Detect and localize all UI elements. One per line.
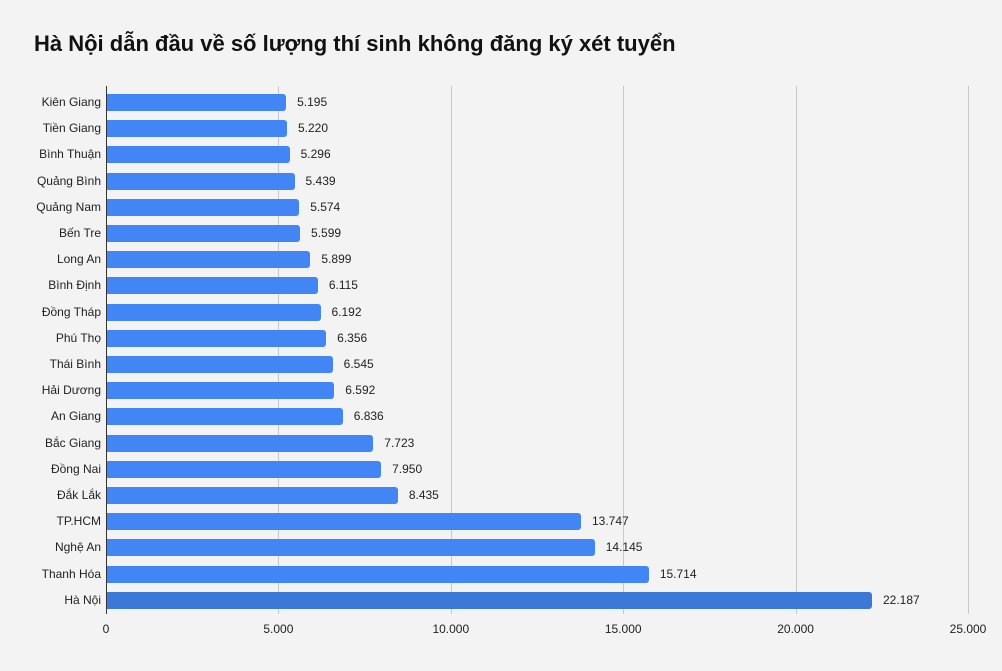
x-axis-tick-label: 25.000 bbox=[949, 622, 987, 636]
bar-row: Bình Thuận 5.296 bbox=[0, 146, 1002, 164]
x-axis-tick-label: 15.000 bbox=[604, 622, 642, 636]
y-axis-line bbox=[106, 86, 107, 614]
value-label: 6.592 bbox=[345, 383, 376, 398]
bar-row: Thanh Hóa 15.714 bbox=[0, 565, 1002, 583]
bar[interactable] bbox=[107, 434, 374, 452]
value-label: 6.192 bbox=[331, 304, 362, 319]
value-label: 6.115 bbox=[328, 278, 358, 293]
value-label: 8.435 bbox=[408, 488, 439, 502]
chart-title: Hà Nội dẫn đầu về số lượng thí sinh khôn… bbox=[34, 31, 676, 56]
gridline bbox=[968, 86, 969, 614]
category-label: Đồng Nai bbox=[50, 461, 101, 476]
value-label: 15.714 bbox=[659, 566, 697, 581]
category-label: Quảng Nam bbox=[36, 199, 101, 214]
bar[interactable] bbox=[107, 382, 335, 400]
x-axis-tick-label: 20.000 bbox=[777, 622, 814, 636]
bar[interactable] bbox=[107, 408, 343, 426]
value-label: 22.187 bbox=[883, 592, 920, 607]
bar[interactable] bbox=[107, 94, 287, 111]
value-label: 5.296 bbox=[300, 147, 331, 162]
category-label: Long An bbox=[56, 252, 101, 267]
category-label: Phú Thọ bbox=[55, 330, 101, 345]
bar-row: Kiên Giang 5.195 bbox=[0, 94, 1002, 111]
bar[interactable] bbox=[107, 460, 382, 478]
value-label: 5.195 bbox=[297, 95, 328, 109]
category-label: Bình Định bbox=[48, 278, 101, 293]
x-axis-tick-label: 10.000 bbox=[432, 622, 470, 636]
bar-row: Đồng Nai 7.950 bbox=[0, 460, 1002, 478]
value-label: 5.439 bbox=[305, 173, 336, 188]
bar[interactable] bbox=[107, 120, 287, 138]
category-label: Quảng Bình bbox=[36, 173, 101, 188]
category-label: Hà Nội bbox=[64, 592, 101, 607]
category-label: TP.HCM bbox=[56, 514, 101, 529]
category-label: Hải Dương bbox=[41, 383, 101, 398]
bar[interactable] bbox=[107, 591, 872, 609]
value-label: 6.836 bbox=[353, 409, 384, 424]
category-label: Bắc Giang bbox=[44, 435, 101, 450]
value-label: 5.220 bbox=[297, 121, 329, 136]
bar-row: Tiền Giang 5.220 bbox=[0, 120, 1002, 138]
bar-row: Thái Bình 6.545 bbox=[0, 356, 1002, 373]
bar[interactable] bbox=[107, 146, 290, 164]
value-label: 6.545 bbox=[343, 357, 374, 371]
category-label: Nghệ An bbox=[54, 540, 101, 555]
bar-row: Bình Định 6.115 bbox=[0, 277, 1002, 295]
bar-row: Bến Tre 5.599 bbox=[0, 225, 1002, 242]
bar-row: Hải Dương 6.592 bbox=[0, 382, 1002, 400]
category-label: Bến Tre bbox=[58, 226, 101, 240]
category-label: Đắk Lắk bbox=[56, 488, 101, 502]
bar[interactable] bbox=[107, 198, 300, 216]
bar[interactable] bbox=[107, 251, 311, 269]
bar-row: Đồng Tháp 6.192 bbox=[0, 303, 1002, 321]
x-axis-tick-label: 5.000 bbox=[263, 622, 294, 636]
category-label: Tiền Giang bbox=[42, 121, 101, 136]
bar-row: Long An 5.899 bbox=[0, 251, 1002, 269]
gridline bbox=[278, 86, 280, 614]
bar-row: Đắk Lắk 8.435 bbox=[0, 487, 1002, 504]
category-label: Kiên Giang bbox=[41, 95, 101, 109]
value-label: 7.950 bbox=[392, 461, 423, 476]
value-label: 13.747 bbox=[591, 514, 629, 529]
category-label: Thái Bình bbox=[49, 357, 101, 371]
bar[interactable] bbox=[107, 539, 595, 557]
bar[interactable] bbox=[107, 329, 327, 347]
value-label: 14.145 bbox=[605, 540, 643, 555]
value-label: 6.356 bbox=[337, 330, 368, 345]
category-label: An Giang bbox=[50, 409, 101, 424]
value-label: 5.899 bbox=[321, 252, 352, 267]
gridline bbox=[450, 86, 452, 614]
bar-row: Bắc Giang 7.723 bbox=[0, 434, 1002, 452]
bar-row: Hà Nội 22.187 bbox=[0, 591, 1002, 609]
value-label: 5.574 bbox=[310, 199, 341, 214]
bar[interactable] bbox=[107, 303, 321, 321]
bar-row: Nghệ An 14.145 bbox=[0, 539, 1002, 557]
bar-row: Phú Thọ 6.356 bbox=[0, 329, 1002, 347]
bar-row: An Giang 6.836 bbox=[0, 408, 1002, 426]
bar-row: Quảng Nam 5.574 bbox=[0, 198, 1002, 216]
gridline bbox=[795, 86, 797, 614]
bar-row: TP.HCM 13.747 bbox=[0, 513, 1002, 531]
value-label: 7.723 bbox=[384, 435, 415, 450]
gridline bbox=[623, 86, 625, 614]
category-label: Thanh Hóa bbox=[41, 566, 101, 581]
bar[interactable] bbox=[107, 225, 301, 242]
bar[interactable] bbox=[107, 565, 649, 583]
bar[interactable] bbox=[107, 277, 318, 295]
value-label: 5.599 bbox=[311, 226, 342, 240]
bar[interactable] bbox=[107, 356, 333, 373]
bar-row: Quảng Bình 5.439 bbox=[0, 172, 1002, 190]
bar[interactable] bbox=[107, 513, 581, 531]
bar[interactable] bbox=[107, 172, 295, 190]
category-label: Bình Thuận bbox=[39, 147, 101, 162]
category-label: Đồng Tháp bbox=[41, 304, 101, 319]
x-axis-tick-label: 0 bbox=[102, 622, 110, 636]
bar[interactable] bbox=[107, 487, 398, 504]
